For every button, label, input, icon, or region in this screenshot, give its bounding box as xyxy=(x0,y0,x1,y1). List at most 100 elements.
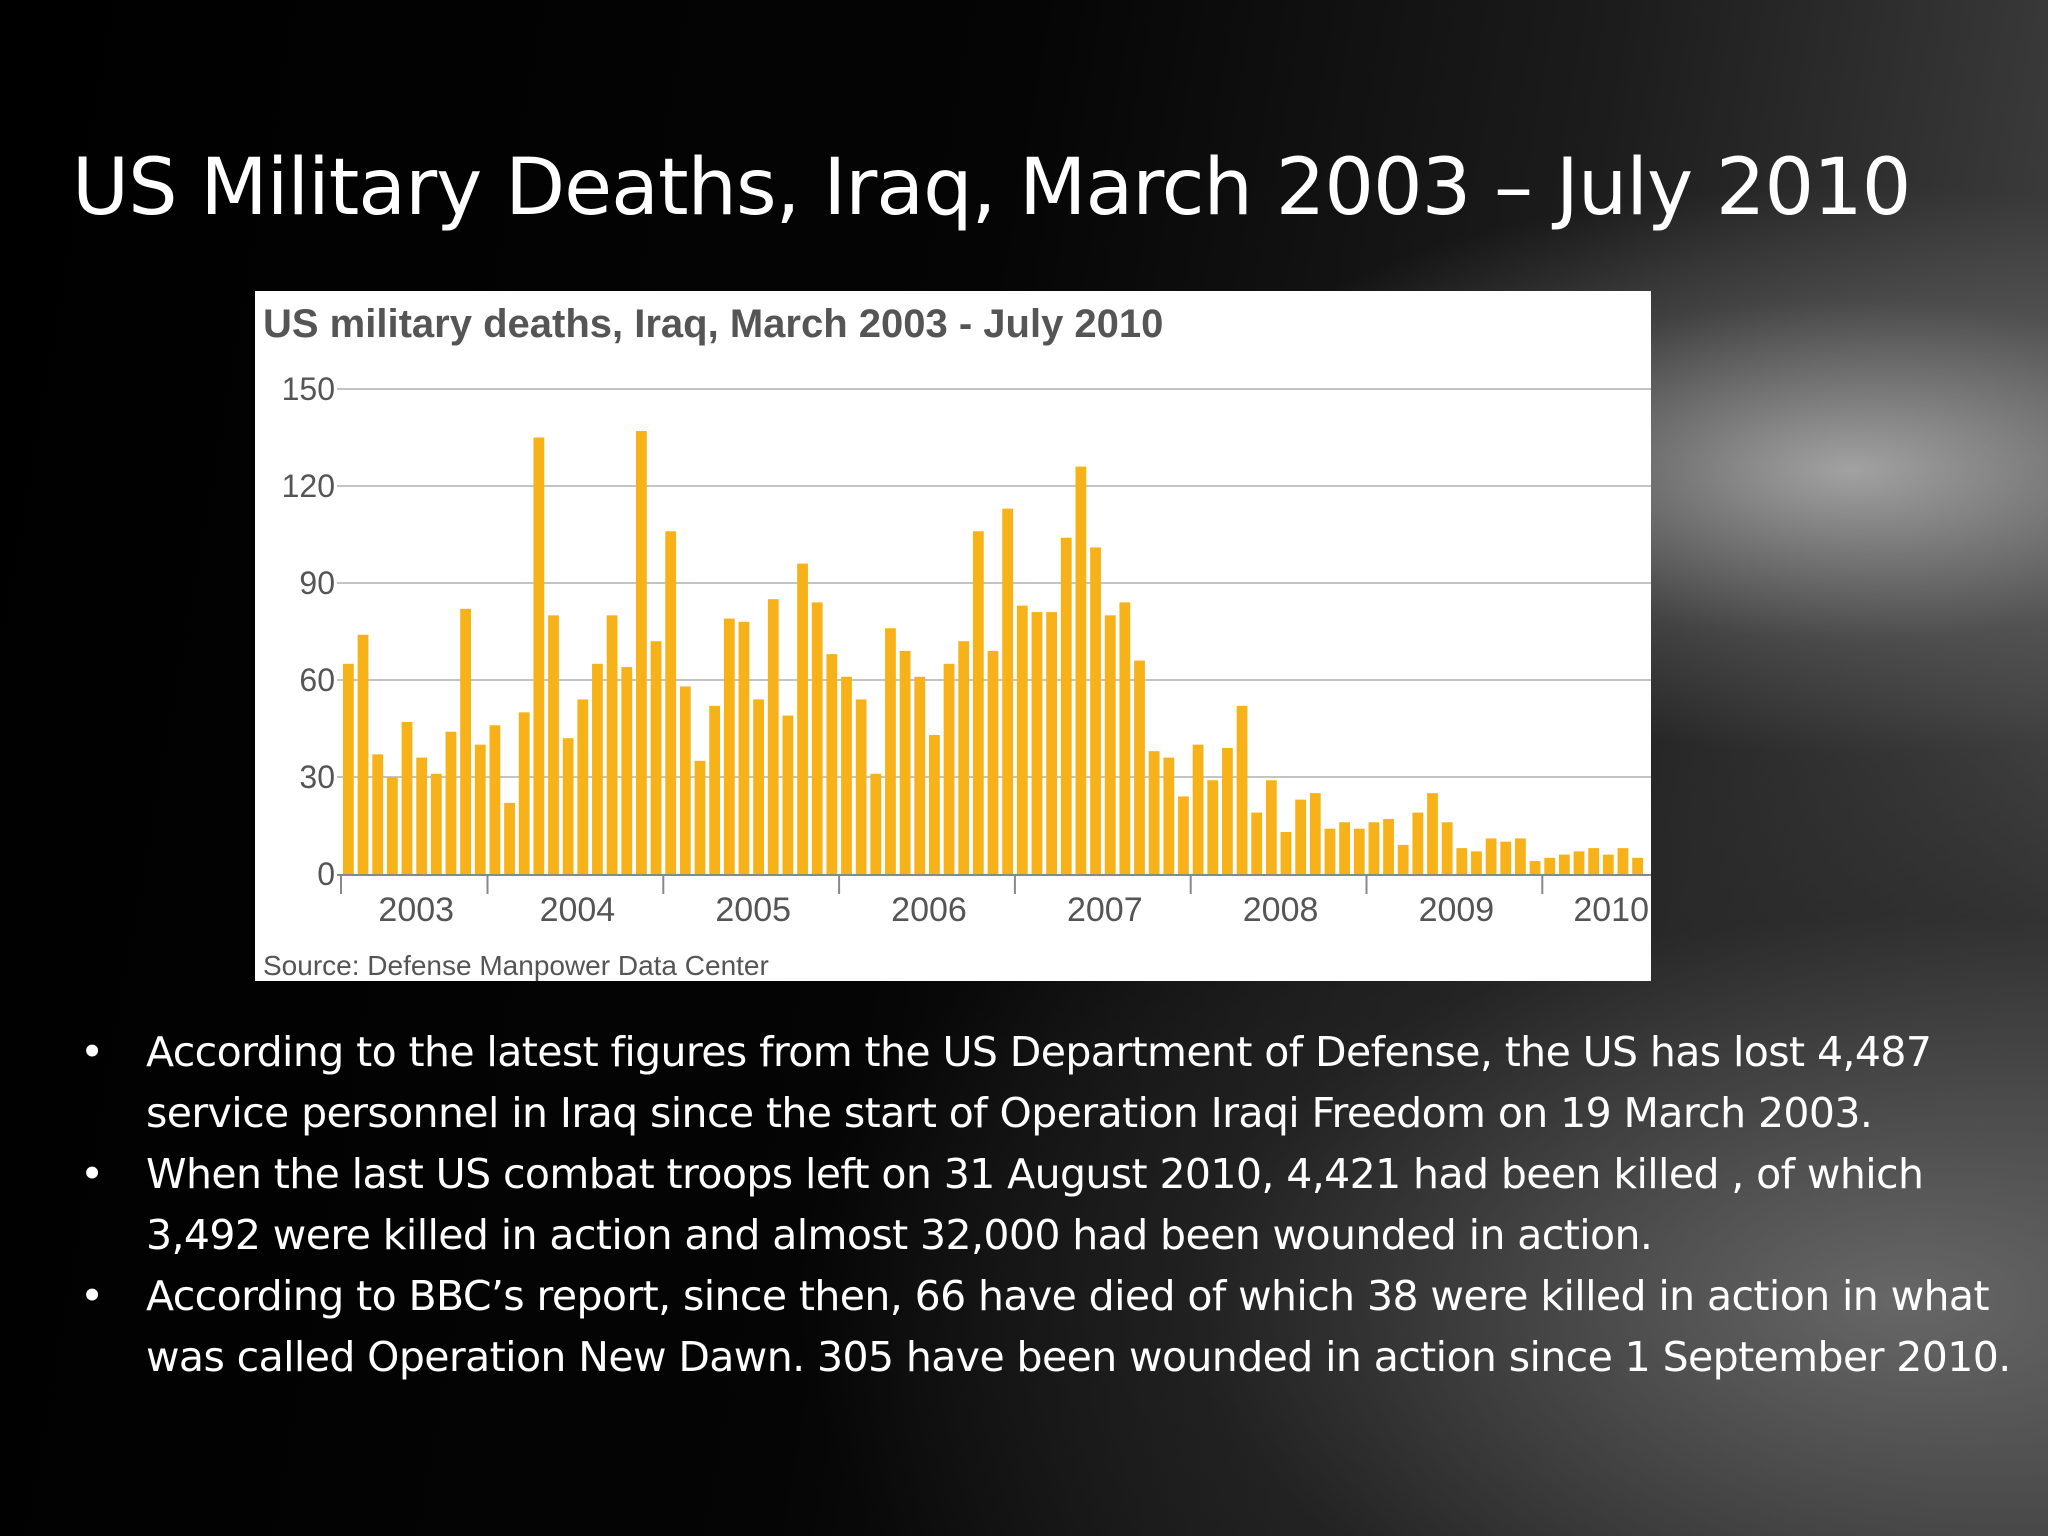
bar xyxy=(943,663,955,874)
bar xyxy=(372,754,384,874)
bar xyxy=(518,712,530,874)
bar xyxy=(972,531,984,874)
bar xyxy=(958,641,970,874)
bar xyxy=(1002,508,1014,874)
bar xyxy=(1104,615,1116,874)
bar xyxy=(1544,857,1556,874)
x-year-label: 2007 xyxy=(1067,891,1143,929)
bar xyxy=(1309,793,1321,874)
x-year-label: 2008 xyxy=(1243,891,1319,929)
bar xyxy=(694,760,706,874)
bar xyxy=(826,654,838,874)
bar xyxy=(1397,844,1409,874)
bar xyxy=(1412,812,1424,874)
bar xyxy=(474,744,486,874)
bar xyxy=(1251,812,1263,874)
bar xyxy=(1163,757,1175,874)
x-axis-labels: 2003 2004 2005 2006 2007 2008 2009 2010 xyxy=(378,891,1649,929)
bar xyxy=(870,773,882,874)
bar xyxy=(1441,822,1453,874)
bar xyxy=(841,676,852,874)
bar xyxy=(738,621,750,874)
x-year-label: 2004 xyxy=(540,891,616,929)
bar xyxy=(811,602,823,874)
bar xyxy=(416,757,428,874)
bar xyxy=(797,563,808,874)
chart-title: US military deaths, Iraq, March 2003 - J… xyxy=(263,302,1163,346)
bar xyxy=(1588,848,1600,874)
bar xyxy=(1383,819,1394,874)
bar xyxy=(401,722,413,874)
bullet-list: According to the latest figures from the… xyxy=(80,1022,2020,1388)
bar xyxy=(1016,605,1028,874)
bar-chart: US military deaths, Iraq, March 2003 - J… xyxy=(263,302,1651,981)
bar xyxy=(1075,466,1087,874)
slide-title: US Military Deaths, Iraq, March 2003 – J… xyxy=(72,143,1911,233)
bar xyxy=(621,667,633,874)
bar xyxy=(1558,854,1570,874)
bar xyxy=(460,608,471,874)
x-year-label: 2005 xyxy=(715,891,791,929)
bar xyxy=(650,641,662,874)
bar xyxy=(1148,751,1160,874)
chart-source: Source: Defense Manpower Data Center xyxy=(263,950,769,981)
bar xyxy=(1529,861,1541,874)
bullet-item: When the last US combat troops left on 3… xyxy=(80,1144,2020,1266)
bar xyxy=(929,734,940,874)
bar xyxy=(1192,744,1204,874)
bar xyxy=(548,615,559,874)
x-axis xyxy=(337,874,1651,894)
bar xyxy=(1236,705,1248,874)
bar xyxy=(767,599,779,874)
bar xyxy=(636,431,647,874)
x-year-label: 2006 xyxy=(891,891,967,929)
bar xyxy=(679,686,691,874)
y-tick-label: 90 xyxy=(299,565,335,601)
bar xyxy=(343,663,354,874)
bar xyxy=(1134,660,1145,874)
bar xyxy=(1031,612,1043,874)
bar xyxy=(1046,612,1057,874)
bar xyxy=(386,777,398,874)
y-tick-label: 60 xyxy=(299,662,335,698)
bar xyxy=(855,699,867,874)
bar xyxy=(1515,838,1526,874)
bar xyxy=(1222,747,1233,874)
bar xyxy=(1090,547,1101,874)
bar xyxy=(489,725,501,874)
bar xyxy=(709,705,721,874)
bars xyxy=(343,431,1643,874)
bar xyxy=(1573,851,1585,874)
x-year-label: 2003 xyxy=(378,891,454,929)
bar xyxy=(885,628,896,874)
bar xyxy=(1368,822,1380,874)
bar xyxy=(1602,854,1614,874)
bar xyxy=(1339,822,1350,874)
bar xyxy=(1324,828,1336,874)
bar xyxy=(533,437,545,874)
bar xyxy=(899,650,911,874)
bar xyxy=(562,738,574,874)
bar xyxy=(665,531,677,874)
bar xyxy=(723,618,735,874)
bar xyxy=(445,731,457,874)
bar xyxy=(504,802,515,874)
y-tick-label: 120 xyxy=(282,468,335,504)
bar xyxy=(782,715,794,874)
y-axis-ticks: 150 120 90 60 30 0 xyxy=(282,371,335,892)
bar xyxy=(577,699,589,874)
bar xyxy=(1060,537,1072,874)
y-tick-label: 30 xyxy=(299,759,335,795)
x-year-label: 2009 xyxy=(1419,891,1495,929)
bar xyxy=(1119,602,1131,874)
bar xyxy=(1178,796,1189,874)
bar xyxy=(1427,793,1438,874)
bar xyxy=(1485,838,1497,874)
bar xyxy=(606,615,618,874)
bar xyxy=(987,650,999,874)
chart-panel: US military deaths, Iraq, March 2003 - J… xyxy=(255,291,1651,981)
bar xyxy=(914,676,926,874)
bar xyxy=(1617,848,1629,874)
bar xyxy=(1353,828,1365,874)
bar xyxy=(430,773,442,874)
